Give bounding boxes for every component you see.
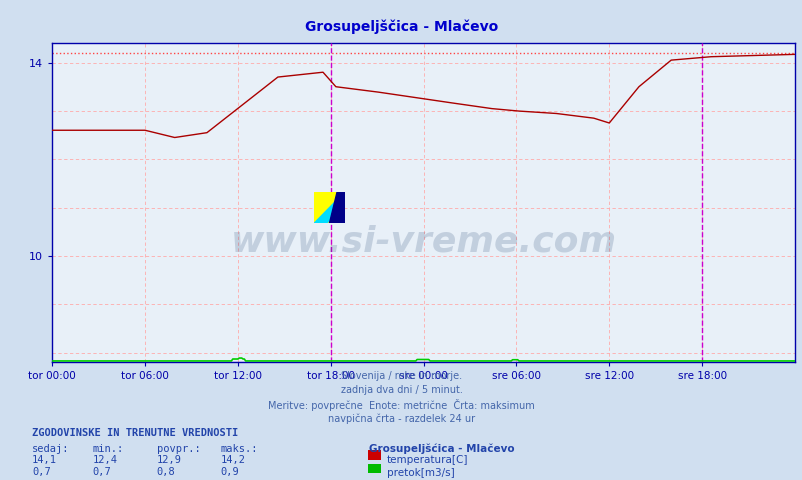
Text: Grosupeljščica - Mlačevo: Grosupeljščica - Mlačevo <box>305 19 497 34</box>
Polygon shape <box>329 192 344 223</box>
Text: 12,9: 12,9 <box>156 455 181 465</box>
Text: 14,1: 14,1 <box>32 455 57 465</box>
Text: min.:: min.: <box>92 444 124 454</box>
Text: Meritve: povprečne  Enote: metrične  Črta: maksimum: Meritve: povprečne Enote: metrične Črta:… <box>268 399 534 411</box>
Text: sedaj:: sedaj: <box>32 444 70 454</box>
Text: 12,4: 12,4 <box>92 455 117 465</box>
Text: 14,2: 14,2 <box>221 455 245 465</box>
Text: Grosupeljšćica - Mlačevo: Grosupeljšćica - Mlačevo <box>369 444 514 454</box>
Text: temperatura[C]: temperatura[C] <box>387 455 468 465</box>
Text: 0,7: 0,7 <box>32 467 51 477</box>
Text: 0,9: 0,9 <box>221 467 239 477</box>
Text: navpična črta - razdelek 24 ur: navpična črta - razdelek 24 ur <box>327 414 475 424</box>
Text: povpr.:: povpr.: <box>156 444 200 454</box>
Text: pretok[m3/s]: pretok[m3/s] <box>387 468 454 479</box>
Text: 0,8: 0,8 <box>156 467 175 477</box>
Text: ZGODOVINSKE IN TRENUTNE VREDNOSTI: ZGODOVINSKE IN TRENUTNE VREDNOSTI <box>32 428 238 438</box>
Text: maks.:: maks.: <box>221 444 258 454</box>
Text: 0,7: 0,7 <box>92 467 111 477</box>
Polygon shape <box>329 206 344 223</box>
Text: www.si-vreme.com: www.si-vreme.com <box>230 224 616 258</box>
Text: Slovenija / reke in morje.: Slovenija / reke in morje. <box>341 371 461 381</box>
Text: zadnja dva dni / 5 minut.: zadnja dva dni / 5 minut. <box>340 385 462 395</box>
Polygon shape <box>314 192 344 223</box>
